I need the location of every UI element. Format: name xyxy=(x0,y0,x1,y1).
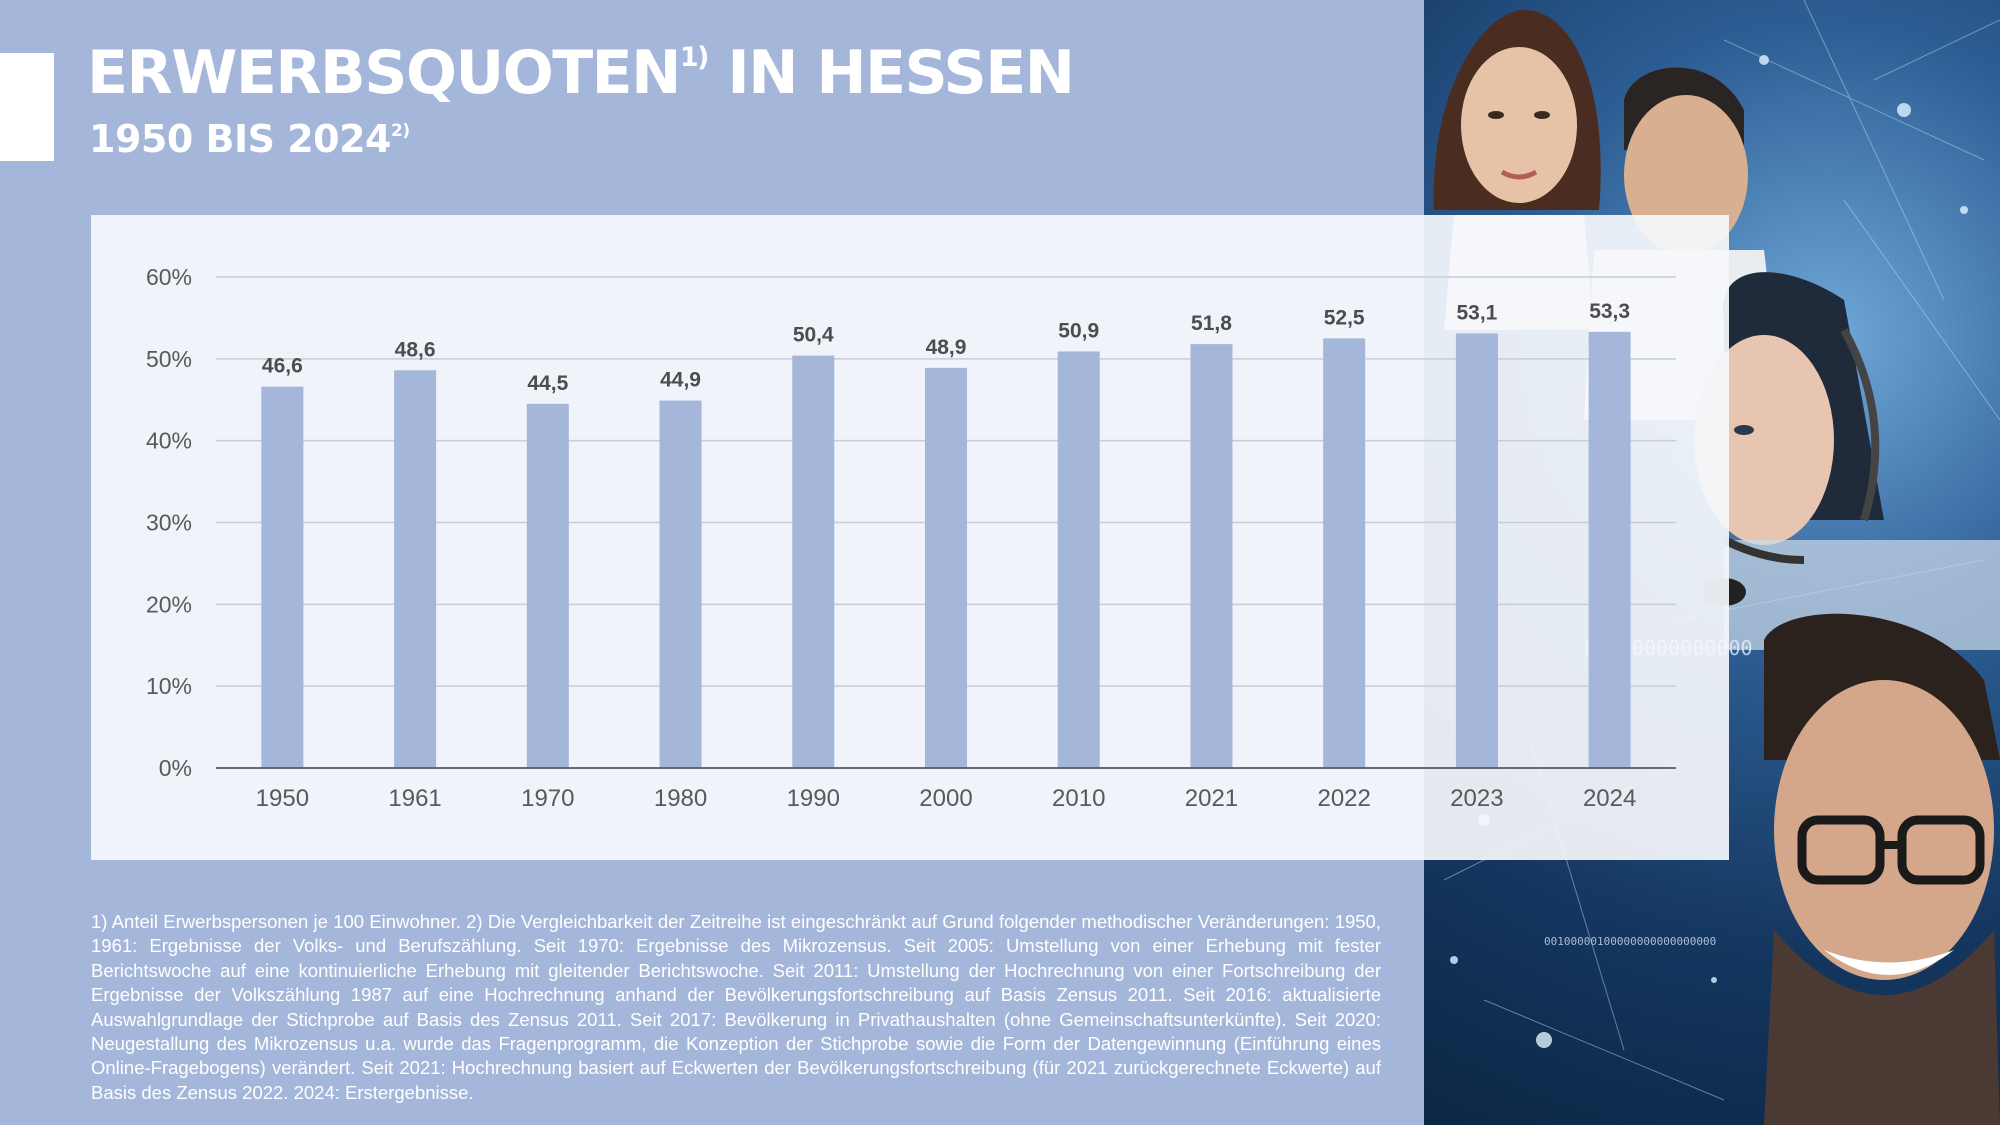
y-tick-label: 40% xyxy=(146,428,192,454)
subtitle-main: 1950 BIS 2024 xyxy=(89,117,391,161)
data-label: 44,9 xyxy=(660,369,701,392)
data-label: 48,6 xyxy=(395,338,436,361)
y-tick-label: 10% xyxy=(146,673,192,699)
data-label: 50,4 xyxy=(793,324,834,347)
data-label: 51,8 xyxy=(1191,312,1232,335)
subtitle-footnote-marker: 2) xyxy=(390,121,410,141)
bar xyxy=(925,367,967,768)
data-label: 53,1 xyxy=(1456,301,1497,324)
person-man-glasses xyxy=(1764,613,2000,1125)
y-tick-label: 30% xyxy=(146,510,192,536)
x-tick-label: 2022 xyxy=(1317,785,1370,812)
person-woman-headset xyxy=(1694,272,2000,650)
binary-text-2: 00100000100000000000000000 xyxy=(1544,935,1716,948)
bar xyxy=(526,403,569,768)
bar xyxy=(792,355,835,768)
people-network-photo: 00100000000000 0010000010000000000000000… xyxy=(1424,0,2000,1125)
chart-panel: 0% 10% 20% 30% 40% 50% 60% 46,6 1950 48,6 1961 44,5… xyxy=(91,215,1729,860)
y-tick-label: 50% xyxy=(146,346,192,372)
page-subtitle: 1950 BIS 20242) xyxy=(89,117,410,161)
x-tick-label: 2021 xyxy=(1185,785,1238,812)
footnote: 1) Anteil Erwerbspersonen je 100 Einwohn… xyxy=(91,911,1381,1103)
title-main: ERWERBSQUOTEN xyxy=(87,38,681,108)
bar xyxy=(1190,344,1233,768)
title-footnote-marker: 1) xyxy=(679,42,710,73)
x-tick-label: 2010 xyxy=(1052,785,1105,812)
data-label: 44,5 xyxy=(527,372,568,395)
x-tick-label: 1970 xyxy=(521,785,574,812)
y-tick-label: 60% xyxy=(146,264,192,290)
data-label: 48,9 xyxy=(926,336,967,359)
x-tick-label: 2023 xyxy=(1450,785,1503,812)
bar xyxy=(394,370,437,768)
x-tick-label: 2000 xyxy=(919,785,972,812)
y-tick-label: 0% xyxy=(159,755,192,781)
page-title: ERWERBSQUOTEN1) IN HESSEN xyxy=(87,38,1075,108)
bar-chart: 0% 10% 20% 30% 40% 50% 60% 46,6 1950 48,6 1961 44,5… xyxy=(146,264,1676,812)
bar xyxy=(1588,331,1631,768)
data-label: 52,5 xyxy=(1324,306,1365,329)
x-tick-label: 2024 xyxy=(1583,785,1636,812)
data-label: 53,3 xyxy=(1589,300,1630,323)
x-tick-label: 1950 xyxy=(256,785,309,812)
y-tick-label: 20% xyxy=(146,591,192,617)
bar xyxy=(261,386,304,768)
bar xyxy=(1057,351,1100,768)
x-tick-label: 1990 xyxy=(787,785,840,812)
bar xyxy=(1455,333,1498,768)
data-label: 46,6 xyxy=(262,355,303,378)
bar xyxy=(659,400,702,768)
accent-bar xyxy=(0,53,54,161)
bar xyxy=(1323,338,1366,768)
title-suffix: IN HESSEN xyxy=(708,38,1075,108)
x-tick-label: 1980 xyxy=(654,785,707,812)
x-tick-label: 1961 xyxy=(388,785,441,812)
data-label: 50,9 xyxy=(1058,319,1099,342)
